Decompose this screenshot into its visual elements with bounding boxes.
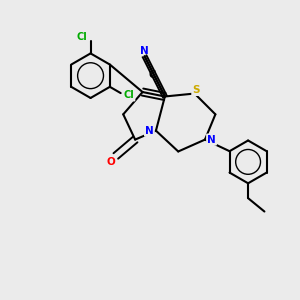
Text: N: N	[207, 135, 216, 145]
Text: C: C	[148, 70, 155, 80]
Text: N: N	[145, 126, 154, 136]
Text: S: S	[192, 85, 200, 95]
Text: Cl: Cl	[124, 91, 134, 100]
Text: N: N	[140, 46, 149, 56]
Text: Cl: Cl	[77, 32, 88, 42]
Text: O: O	[107, 157, 116, 167]
